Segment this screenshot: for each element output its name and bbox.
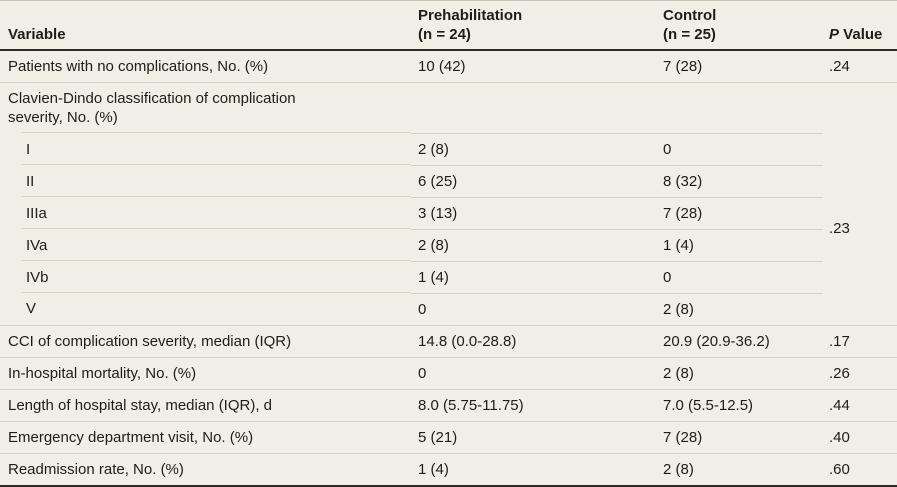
prehab-value: 2 (8)	[410, 133, 655, 166]
control-value: 7 (28)	[655, 197, 823, 230]
prehab-value: 6 (25)	[410, 165, 655, 198]
table-row: In-hospital mortality, No. (%) 0 2 (8) .…	[0, 357, 897, 390]
control-value: 7.0 (5.5-12.5)	[655, 389, 823, 422]
row-label: Clavien-Dindo classification of complica…	[0, 82, 410, 133]
table-row: Patients with no complications, No. (%) …	[0, 50, 897, 83]
prehab-value: 0	[410, 293, 655, 326]
prehab-value: 5 (21)	[410, 421, 655, 454]
table-row-grade: IVa 2 (8) 1 (4)	[0, 229, 897, 262]
prehab-value: 14.8 (0.0-28.8)	[410, 325, 655, 358]
p-rest: Value	[839, 26, 883, 43]
row-label: Readmission rate, No. (%)	[8, 460, 184, 478]
row-label: II	[0, 165, 410, 197]
control-value: 20.9 (20.9-36.2)	[655, 325, 823, 358]
p-value: .26	[823, 357, 897, 390]
control-value: 8 (32)	[655, 165, 823, 198]
control-group-n: (n = 25)	[663, 26, 716, 43]
control-value	[655, 82, 823, 134]
p-value-group: .23	[823, 133, 897, 326]
prehab-value: 2 (8)	[410, 229, 655, 262]
control-value: 7 (28)	[655, 50, 823, 83]
prehab-value: 1 (4)	[418, 460, 449, 478]
prehab-value: 1 (4)	[410, 261, 655, 294]
p-value: .40	[823, 421, 897, 454]
prehab-group-n: (n = 24)	[418, 26, 471, 43]
column-header-pvalue: P Value	[823, 0, 897, 51]
p-value	[823, 83, 897, 134]
p-value: .44	[823, 389, 897, 422]
prehab-group-name: Prehabilitation	[418, 7, 523, 24]
prehab-value	[410, 82, 655, 134]
row-label: I	[0, 133, 410, 165]
row-label: In-hospital mortality, No. (%)	[0, 357, 410, 390]
row-label: IVb	[0, 261, 410, 293]
control-value: 2 (8)	[655, 293, 823, 326]
table-row-grade: I 2 (8) 0 .23	[0, 133, 897, 326]
prehab-value: 8.0 (5.75-11.75)	[410, 389, 655, 422]
table-row-grade: V 0 2 (8)	[0, 293, 897, 326]
p-italic: P	[829, 26, 840, 43]
control-value: 7 (28)	[655, 421, 823, 454]
control-value: 2 (8)	[663, 460, 694, 478]
row-label: CCI of complication severity, median (IQ…	[0, 325, 410, 358]
control-value: 0	[655, 261, 823, 294]
column-header-prehabilitation: Prehabilitation (n = 24)	[410, 0, 655, 51]
control-value: 2 (8)	[655, 357, 823, 390]
table-row: CCI of complication severity, median (IQ…	[0, 325, 897, 358]
p-value: .17	[823, 325, 897, 358]
table-row-grade: IIIa 3 (13) 7 (28)	[0, 197, 897, 230]
prehab-value: 10 (42)	[410, 50, 655, 83]
control-value: 0	[655, 133, 823, 166]
p-value: .60	[829, 460, 850, 478]
table-row-grade: II 6 (25) 8 (32)	[0, 165, 897, 198]
table-row: Emergency department visit, No. (%) 5 (2…	[0, 421, 897, 454]
row-label: Length of hospital stay, median (IQR), d	[0, 389, 410, 422]
row-label: Emergency department visit, No. (%)	[0, 421, 410, 454]
row-label: V	[0, 293, 410, 326]
table-row: Readmission rate, No. (%) 1 (4) 2 (8) .6…	[0, 453, 897, 486]
row-label: IIIa	[0, 197, 410, 229]
table-row-category: Clavien-Dindo classification of complica…	[0, 82, 897, 134]
row-label: Patients with no complications, No. (%)	[0, 50, 410, 83]
prehab-value: 3 (13)	[410, 197, 655, 230]
prehab-value: 0	[410, 357, 655, 390]
control-value: 1 (4)	[655, 229, 823, 262]
column-header-variable: Variable	[0, 0, 410, 51]
row-label: IVa	[0, 229, 410, 261]
table-row-grade: IVb 1 (4) 0	[0, 261, 897, 294]
table-row: Length of hospital stay, median (IQR), d…	[0, 389, 897, 422]
table-header-row: Variable Prehabilitation (n = 24) Contro…	[0, 0, 897, 51]
column-header-control: Control (n = 25)	[655, 0, 823, 51]
control-group-name: Control	[663, 7, 717, 24]
p-value: .24	[823, 50, 897, 83]
